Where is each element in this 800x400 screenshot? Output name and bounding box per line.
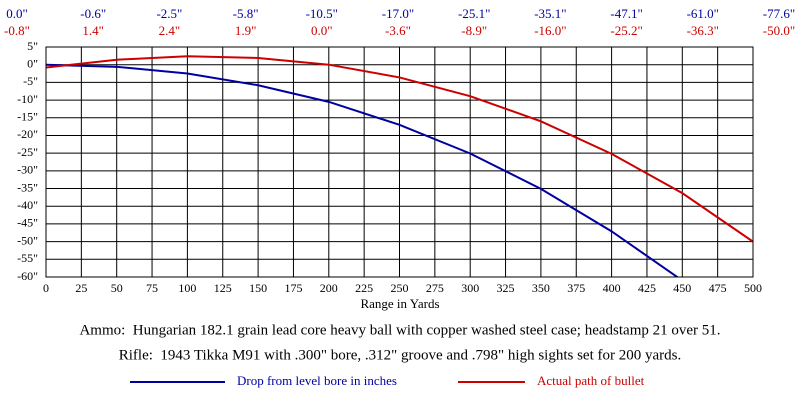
y-tick-label: 0"	[27, 56, 38, 70]
y-tick-label: -15"	[17, 110, 38, 124]
value-label: -10.5"	[306, 6, 338, 21]
value-label: 0.0"	[6, 6, 28, 21]
value-label: 1.9"	[235, 23, 257, 38]
x-tick-label: 75	[146, 281, 158, 295]
value-label: -25.2"	[610, 23, 642, 38]
value-label: -0.8"	[4, 23, 30, 38]
legend-label: Actual path of bullet	[537, 373, 645, 388]
x-tick-label: 300	[461, 281, 479, 295]
y-tick-label: 5"	[27, 39, 38, 53]
x-axis-label: Range in Yards	[360, 296, 439, 311]
plot-border	[45, 46, 754, 278]
x-tick-label: 500	[744, 281, 762, 295]
x-tick-label: 200	[320, 281, 338, 295]
value-label: -47.1"	[610, 6, 642, 21]
legend-label: Drop from level bore in inches	[237, 373, 397, 388]
x-tick-label: 25	[75, 281, 87, 295]
x-tick-label: 450	[673, 281, 691, 295]
value-label: 2.4"	[159, 23, 181, 38]
y-tick-label: -40"	[17, 198, 38, 212]
value-label: -25.1"	[458, 6, 490, 21]
series-line	[46, 55, 753, 243]
value-label: -35.1"	[534, 6, 566, 21]
y-tick-label: -35"	[17, 180, 38, 194]
x-tick-label: 50	[111, 281, 123, 295]
value-label: -8.9"	[461, 23, 487, 38]
annotation: Ammo: Hungarian 182.1 grain lead core he…	[79, 322, 720, 338]
value-label: 1.4"	[82, 23, 104, 38]
x-tick-label: 225	[355, 281, 373, 295]
x-tick-label: 100	[178, 281, 196, 295]
x-tick-label: 350	[532, 281, 550, 295]
y-tick-label: -50"	[17, 233, 38, 247]
y-tick-label: -55"	[17, 251, 38, 265]
x-tick-label: 150	[249, 281, 267, 295]
value-label: -16.0"	[534, 23, 566, 38]
value-label: -50.0"	[763, 23, 795, 38]
y-tick-label: -60"	[17, 269, 38, 283]
y-tick-label: -20"	[17, 127, 38, 141]
value-label: -17.0"	[382, 6, 414, 21]
x-tick-label: 275	[426, 281, 444, 295]
x-tick-label: 125	[214, 281, 232, 295]
annotation: Rifle: 1943 Tikka M91 with .300" bore, .…	[119, 347, 682, 363]
y-tick-label: -5"	[23, 74, 38, 88]
series-line	[46, 63, 679, 277]
x-tick-label: 375	[567, 281, 585, 295]
y-tick-label: -30"	[17, 163, 38, 177]
value-label: 0.0"	[311, 23, 333, 38]
x-tick-label: 0	[43, 281, 49, 295]
x-tick-label: 400	[603, 281, 621, 295]
x-tick-label: 475	[709, 281, 727, 295]
value-label: -77.6"	[763, 6, 795, 21]
value-label: -36.3"	[687, 23, 719, 38]
value-label: -5.8"	[233, 6, 259, 21]
x-tick-label: 175	[284, 281, 302, 295]
value-label: -3.6"	[385, 23, 411, 38]
x-tick-label: 325	[497, 281, 515, 295]
y-tick-label: -10"	[17, 92, 38, 106]
y-tick-label: -45"	[17, 216, 38, 230]
y-tick-label: -25"	[17, 145, 38, 159]
value-label: -0.6"	[80, 6, 106, 21]
value-label: -2.5"	[156, 6, 182, 21]
x-tick-label: 250	[391, 281, 409, 295]
x-tick-label: 425	[638, 281, 656, 295]
value-label: -61.0"	[687, 6, 719, 21]
